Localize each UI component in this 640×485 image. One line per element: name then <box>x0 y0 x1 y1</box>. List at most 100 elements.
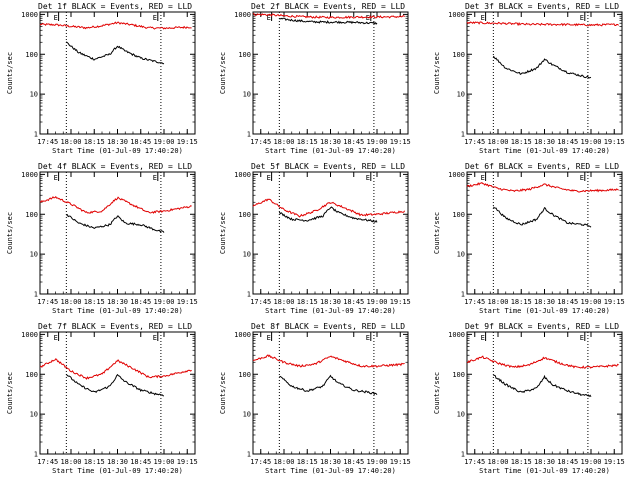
chart-panel-4: Det 4f BLACK = Events, RED = LLD 1 10 100 10… <box>6 162 198 315</box>
y-tick-label: 1 <box>34 131 38 139</box>
x-tick-label: 17:45 <box>250 298 271 306</box>
y-tick-label: 1000 <box>21 11 38 19</box>
x-tick-label: 18:00 <box>273 298 294 306</box>
x-tick-label: 18:30 <box>107 138 128 146</box>
x-tick-label: 18:30 <box>320 298 341 306</box>
y-tick-label: 100 <box>452 211 465 219</box>
y-axis-label: Counts/sec <box>6 52 14 94</box>
x-tick-label: 18:00 <box>487 138 508 146</box>
series-line-events <box>493 374 592 398</box>
x-tick-label: 17:45 <box>250 138 271 146</box>
x-axis-label: Start Time (01-Jul-09 17:40:20) <box>479 147 610 155</box>
event-marker-label: E <box>54 174 58 182</box>
chart-panel-2: Det 2f BLACK = Events, RED = LLD 1 10 100 10… <box>219 2 411 155</box>
y-axis-label: Counts/sec <box>219 52 227 94</box>
y-tick-label: 1000 <box>234 11 251 19</box>
series-line-events <box>66 214 165 233</box>
y-tick-label: 100 <box>238 51 251 59</box>
x-tick-label: 19:15 <box>604 458 625 466</box>
x-axis-label: Start Time (01-Jul-09 17:40:20) <box>52 307 183 315</box>
y-tick-label: 10 <box>457 251 465 259</box>
x-tick-label: 18:00 <box>273 458 294 466</box>
y-axis-label: Counts/sec <box>219 372 227 414</box>
event-marker-label: E <box>153 14 157 22</box>
y-tick-label: 1000 <box>448 171 465 179</box>
x-tick-label: 18:45 <box>343 298 364 306</box>
series-line-lld <box>466 355 619 369</box>
series-line-lld <box>39 358 192 380</box>
y-tick-label: 1000 <box>234 171 251 179</box>
series-line-lld <box>252 198 406 218</box>
plot-frame <box>252 171 409 295</box>
x-tick-label: 19:00 <box>366 298 387 306</box>
y-axis-label: Counts/sec <box>433 52 441 94</box>
series-line-lld <box>466 181 619 193</box>
event-marker-label: E <box>267 14 271 22</box>
x-tick-label: 18:45 <box>343 138 364 146</box>
event-marker-label: E <box>481 174 485 182</box>
event-marker-label: E <box>366 334 370 342</box>
x-tick-label: 18:00 <box>273 138 294 146</box>
y-tick-label: 10 <box>30 411 38 419</box>
x-tick-label: 18:45 <box>557 298 578 306</box>
x-tick-label: 18:45 <box>130 298 151 306</box>
y-tick-label: 10 <box>457 91 465 99</box>
y-tick-label: 10 <box>243 251 251 259</box>
x-tick-label: 17:45 <box>464 298 485 306</box>
x-axis-label: Start Time (01-Jul-09 17:40:20) <box>479 467 610 475</box>
x-tick-label: 18:30 <box>534 138 555 146</box>
x-tick-label: 18:00 <box>60 138 81 146</box>
x-tick-label: 17:45 <box>250 458 271 466</box>
y-tick-label: 100 <box>25 211 38 219</box>
x-tick-label: 18:00 <box>60 298 81 306</box>
y-tick-label: 10 <box>457 411 465 419</box>
x-tick-label: 18:30 <box>320 458 341 466</box>
x-tick-label: 18:15 <box>511 298 532 306</box>
series-line-events <box>279 374 378 396</box>
event-marker-label: E <box>153 174 157 182</box>
event-marker-label: E <box>54 14 58 22</box>
x-tick-label: 19:00 <box>580 138 601 146</box>
series-line-events <box>493 206 592 228</box>
chart-panel-6: Det 6f BLACK = Events, RED = LLD 1 10 100 10… <box>433 162 625 315</box>
series-line-lld <box>39 21 192 30</box>
x-tick-label: 17:45 <box>37 298 58 306</box>
plot-frame <box>252 11 409 135</box>
series-line-events <box>278 206 378 223</box>
x-tick-label: 18:15 <box>297 138 318 146</box>
x-tick-label: 18:15 <box>511 458 532 466</box>
x-axis-label: Start Time (01-Jul-09 17:40:20) <box>265 307 396 315</box>
y-tick-label: 1 <box>247 131 251 139</box>
chart-title: Det 6f BLACK = Events, RED = LLD <box>465 162 619 171</box>
x-tick-label: 18:45 <box>130 458 151 466</box>
x-tick-label: 19:15 <box>390 458 411 466</box>
series-line-lld <box>252 12 405 19</box>
x-tick-label: 18:15 <box>297 458 318 466</box>
x-tick-label: 19:00 <box>153 298 174 306</box>
event-marker-label: E <box>580 174 584 182</box>
y-tick-label: 10 <box>243 91 251 99</box>
chart-title: Det 9f BLACK = Events, RED = LLD <box>465 322 619 331</box>
x-tick-label: 18:45 <box>557 138 578 146</box>
x-axis-label: Start Time (01-Jul-09 17:40:20) <box>265 467 396 475</box>
x-tick-label: 19:15 <box>177 138 198 146</box>
y-tick-label: 10 <box>243 411 251 419</box>
plot-frame <box>252 331 409 455</box>
x-tick-label: 19:15 <box>604 138 625 146</box>
x-axis-label: Start Time (01-Jul-09 17:40:20) <box>479 307 610 315</box>
plot-frame <box>39 331 196 455</box>
x-tick-label: 19:15 <box>390 138 411 146</box>
chart-title: Det 8f BLACK = Events, RED = LLD <box>251 322 405 331</box>
chart-title: Det 1f BLACK = Events, RED = LLD <box>38 2 192 11</box>
y-axis-label: Counts/sec <box>219 212 227 254</box>
y-tick-label: 1 <box>461 131 465 139</box>
y-tick-label: 10 <box>30 251 38 259</box>
y-tick-label: 100 <box>238 371 251 379</box>
series-line-lld <box>39 195 192 214</box>
x-tick-label: 19:00 <box>366 458 387 466</box>
series-line-events <box>492 55 592 79</box>
x-tick-label: 19:00 <box>153 138 174 146</box>
chart-panel-3: Det 3f BLACK = Events, RED = LLD 1 10 100 10… <box>433 2 625 155</box>
